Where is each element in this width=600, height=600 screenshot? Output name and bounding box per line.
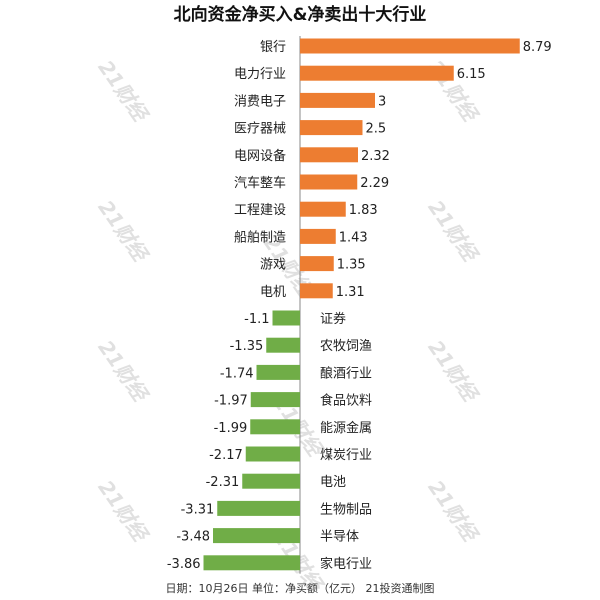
value-label: 1.31 xyxy=(336,285,365,300)
bar-positive xyxy=(300,147,358,163)
bar-positive xyxy=(300,256,334,272)
value-label: -1.74 xyxy=(220,366,254,381)
category-label: 家电行业 xyxy=(320,556,372,572)
bar-negative xyxy=(266,337,300,353)
bar-positive xyxy=(300,174,358,190)
value-label: 1.83 xyxy=(349,203,378,218)
value-label: -2.31 xyxy=(206,475,240,490)
bar-negative xyxy=(213,528,300,544)
category-label: 酿酒行业 xyxy=(320,365,372,381)
bar-negative xyxy=(272,310,300,326)
category-label: 半导体 xyxy=(320,530,359,545)
bar-negative xyxy=(256,364,300,380)
category-label: 汽车整车 xyxy=(234,175,286,191)
bar-positive xyxy=(300,228,336,244)
value-label: 8.79 xyxy=(523,40,552,55)
value-label: 3 xyxy=(378,94,386,109)
category-label: 游戏 xyxy=(260,258,286,273)
value-label: -3.86 xyxy=(167,557,201,572)
value-label: 1.43 xyxy=(339,230,368,245)
category-label: 食品饮料 xyxy=(320,393,372,409)
value-label: 6.15 xyxy=(457,67,486,82)
category-label: 电力行业 xyxy=(234,67,286,82)
category-label: 电网设备 xyxy=(234,148,286,164)
category-label: 证券 xyxy=(320,311,346,327)
category-label: 工程建设 xyxy=(234,203,286,218)
category-label: 电机 xyxy=(260,285,286,300)
bar-negative xyxy=(242,473,300,489)
value-label: -3.31 xyxy=(181,502,215,517)
category-label: 生物制品 xyxy=(320,502,372,517)
bar-positive xyxy=(300,201,346,217)
value-label: -3.48 xyxy=(176,530,210,545)
value-label: 1.35 xyxy=(337,258,366,273)
value-label: 2.5 xyxy=(366,122,387,137)
value-label: 2.32 xyxy=(361,149,390,164)
value-label: -1.99 xyxy=(214,421,248,436)
bar-negative xyxy=(203,555,300,571)
category-label: 银行 xyxy=(260,40,286,55)
bar-positive xyxy=(300,283,333,299)
value-label: 2.29 xyxy=(360,176,389,191)
bar-positive xyxy=(300,65,454,81)
value-label: -1.35 xyxy=(230,339,264,354)
bar-negative xyxy=(250,392,300,408)
category-label: 医疗器械 xyxy=(234,122,286,137)
category-label: 电池 xyxy=(320,475,346,490)
category-label: 消费电子 xyxy=(234,94,286,109)
chart-title: 北向资金净买入&净卖出十大行业 xyxy=(173,5,427,25)
bar-negative xyxy=(250,419,300,435)
bar-positive xyxy=(300,92,375,108)
bar-positive xyxy=(300,120,363,136)
category-label: 能源金属 xyxy=(320,420,372,436)
bar-negative xyxy=(245,446,300,462)
category-label: 农牧饲渔 xyxy=(320,339,372,354)
category-label: 船舶制造 xyxy=(234,229,286,245)
value-label: -2.17 xyxy=(209,448,243,463)
bar-negative xyxy=(217,500,300,516)
value-label: -1.97 xyxy=(214,394,248,409)
value-label: -1.1 xyxy=(244,312,269,327)
category-label: 煤炭行业 xyxy=(320,448,372,463)
bar-positive xyxy=(300,38,520,54)
chart-footer: 日期：10月26日 单位：净买额（亿元） 21投资通制图 xyxy=(165,582,435,595)
